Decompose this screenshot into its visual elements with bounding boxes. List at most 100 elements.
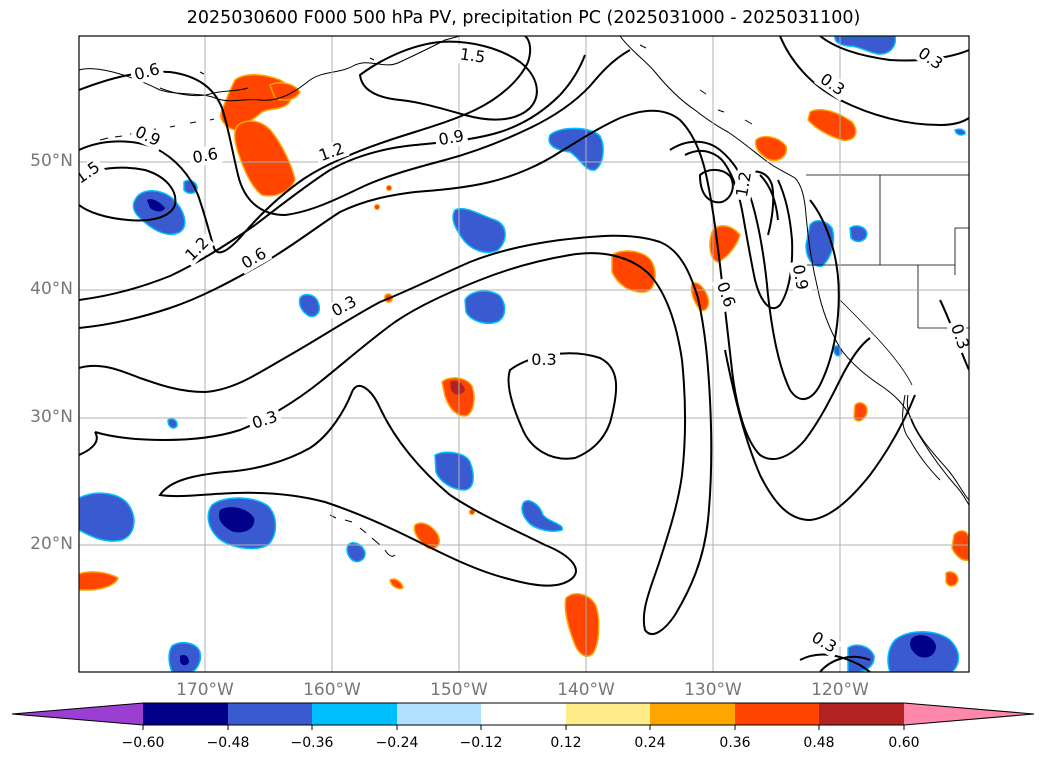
colorbar-tick-label: 0.60 [888,735,920,751]
lon-label: 120°W [811,680,869,700]
colorbar-segment [228,703,312,725]
contour-label: 1.5 [459,44,487,66]
colorbar-tick-label: 0.24 [634,735,666,751]
neg-anomaly-blob [147,199,165,212]
colorbar-segment [397,703,481,725]
pos-anomaly-blob [945,571,959,587]
alaska-coastline [79,36,461,102]
colorbar [11,702,1035,730]
map-frame [78,35,970,673]
neg-anomaly-blob [298,293,321,318]
colorbar-extend-left [12,703,143,725]
contour-label: 1.2 [732,170,755,198]
lon-label: 140°W [557,680,615,700]
neg-anomaly-blob [434,451,475,491]
bc-coastline [619,36,807,216]
lon-label: 150°W [430,680,488,700]
colorbar-segment [481,703,566,725]
neg-anomaly-blob [183,179,198,194]
pos-anomaly-blob [389,578,404,590]
baja-coast-west [902,394,941,481]
neg-anomaly-blob [521,500,563,532]
pos-anomaly-blob [450,380,465,395]
neg-anomaly-blob [910,635,936,658]
colorbar-tick-label: 0.36 [719,735,751,751]
colorbar-segment [735,703,819,725]
colorbar-extend-right [904,703,1034,725]
neg-anomaly-blob [954,128,966,136]
pv-contour-0.3-pacific-south [79,431,98,456]
pv-contour-0.6-north [79,49,631,217]
colorbar-tick-label: −0.12 [459,735,503,751]
lon-label: 160°W [303,680,361,700]
pv-contour-0.3-ne [779,36,969,127]
pv-contour-0.9-east [669,140,840,400]
hawaiian-islands [329,514,396,557]
lat-label: 20°N [30,534,73,554]
neg-anomaly-blob [548,127,604,171]
pos-anomaly-blob [469,509,475,515]
colorbar-tick-label: 0.48 [803,735,835,751]
colorbar-tick-label: −0.60 [121,735,165,751]
colorbar-segment [819,703,904,725]
colorbar-tick-label: −0.48 [206,735,250,751]
pos-anomaly-blob [441,377,475,417]
pos-anomaly-blob [233,120,296,197]
map-area: 1.5 1.5 0.6 0.9 0.6 1.2 0.9 1.2 0.6 0.3 … [79,36,969,672]
pos-anomaly-blob [564,593,600,657]
neg-anomaly-blob [180,654,189,666]
pv-contour-0.3-central [507,352,618,460]
neg-anomaly-blob [79,492,135,542]
colorbar-tick-label: 0.12 [550,735,582,751]
neg-anomaly-blob [452,208,506,254]
positive-anomaly-blobs [79,74,969,657]
pos-anomaly-blob [611,250,656,293]
colorbar-ticks [142,725,905,730]
lat-label: 40°N [30,279,73,299]
pv-contours [79,36,969,672]
pos-anomaly-blob [374,204,380,210]
islands-misc [199,44,753,125]
colorbar-segment [650,703,735,725]
pos-anomaly-blob [269,82,301,101]
colorbar-segment [566,703,650,725]
colorbar-tick-label: −0.36 [290,735,334,751]
neg-anomaly-blob [346,542,366,563]
colorbar-tick-label: −0.24 [375,735,419,751]
contour-label: 0.9 [437,126,465,149]
pv-contour-0.3-pacific-north [79,234,713,635]
lon-label: 130°W [684,680,742,700]
pos-anomaly-blob [413,522,440,550]
negative-anomaly-blobs [79,36,966,672]
neg-anomaly-blob [464,290,506,324]
pos-anomaly-blob [951,530,969,562]
pos-anomaly-blob [807,108,857,141]
lon-label: 170°W [176,680,234,700]
neg-anomaly-blob [218,507,255,533]
colorbar-segment [143,703,228,725]
pv-contour-0.3-ne2 [819,36,969,62]
pv-contour-1.2-trough [684,149,794,310]
contour-label: 0.6 [191,144,219,167]
pv-contour-1.5-alaska [358,40,538,121]
neg-anomaly-blob [849,225,868,243]
pv-contour-0.6-jet-south [79,109,871,460]
pos-anomaly-blob [386,185,392,191]
precip-anomaly-fields [79,36,969,672]
colorbar-segment [312,703,397,725]
pv-contour-1.5-west [79,166,177,222]
contour-label: 0.9 [789,263,812,291]
pos-anomaly-blob [79,571,119,591]
pv-contour-1.2-north [79,36,532,254]
neg-anomaly-blob [167,418,178,429]
pos-anomaly-blob [754,135,788,162]
neg-anomaly-blob [132,190,186,235]
pos-anomaly-blob [853,402,868,422]
map-title: 2025030600 F000 500 hPa PV, precipitatio… [186,8,861,28]
pv-contour-0.9 [79,54,586,301]
neg-anomaly-blob [834,36,897,55]
lat-label: 50°N [30,151,73,171]
pv-contour-0.3-subtropical [158,385,577,587]
contour-label: 0.3 [531,350,556,369]
